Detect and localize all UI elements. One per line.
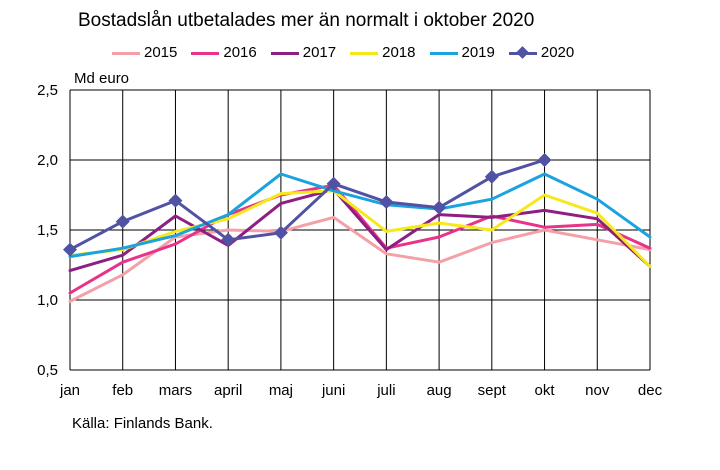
legend-item-2020: 2020: [508, 44, 575, 61]
x-tick-label: feb: [112, 382, 133, 399]
data-point-2020: [379, 195, 394, 209]
x-tick-label: april: [214, 382, 242, 399]
legend: 2015 2016 2017 2018 2019 2020: [112, 44, 588, 61]
data-point-2020: [273, 225, 288, 240]
data-point-2020: [537, 153, 552, 167]
source-note: Källa: Finlands Bank.: [72, 415, 213, 432]
x-tick-label: juli: [376, 382, 395, 399]
legend-item-2017: 2017: [270, 44, 337, 61]
legend-item-2016: 2016: [191, 44, 257, 61]
y-tick-label: 2,0: [37, 152, 58, 169]
x-tick-label: aug: [427, 382, 452, 399]
x-tick-label: dec: [638, 382, 663, 399]
legend-swatch: [508, 45, 537, 60]
data-point-2020: [168, 193, 183, 208]
x-tick-label: nov: [585, 382, 610, 399]
legend-swatch: [191, 46, 220, 60]
legend-item-2018: 2018: [350, 44, 416, 61]
x-tick-label: mars: [159, 382, 192, 399]
chart-title: Bostadslån utbetalades mer än normalt i …: [78, 10, 535, 31]
series-line-2020: [68, 158, 546, 252]
data-point-2020: [432, 200, 447, 215]
series-line-2016: [68, 183, 652, 295]
data-point-2020: [326, 176, 341, 191]
legend-swatch: [350, 46, 379, 60]
series-line-2019: [68, 172, 652, 259]
legend-label: 2017: [302, 44, 337, 61]
series-line-2017: [68, 187, 652, 273]
x-tick-label: juni: [321, 382, 345, 399]
legend-label: 2020: [540, 44, 575, 61]
data-point-2020: [63, 242, 77, 257]
series-line-2018: [68, 189, 652, 268]
x-tick-label: maj: [269, 382, 293, 399]
legend-item-2015: 2015: [112, 44, 177, 61]
legend-swatch: [429, 46, 458, 60]
legend-swatch: [112, 46, 140, 60]
x-tick-label: okt: [535, 382, 556, 399]
y-tick-label: 2,5: [37, 82, 58, 99]
y-tick-label: 1,0: [37, 292, 58, 309]
y-tick-label: 1,5: [37, 222, 58, 239]
y-axis-label: Md euro: [74, 70, 130, 87]
legend-label: 2018: [382, 44, 416, 61]
legend-item-2019: 2019: [429, 44, 495, 61]
legend-label: 2016: [223, 44, 257, 61]
data-point-2020: [484, 169, 499, 184]
x-tick-label: jan: [59, 382, 80, 399]
data-point-2020: [221, 232, 236, 247]
x-tick-label: sept: [478, 382, 507, 399]
y-tick-label: 0,5: [37, 362, 58, 379]
data-point-2020: [115, 214, 130, 229]
legend-label: 2019: [461, 44, 495, 61]
series-line-2015: [68, 215, 652, 303]
legend-swatch: [270, 46, 299, 60]
legend-label: 2015: [144, 44, 178, 61]
